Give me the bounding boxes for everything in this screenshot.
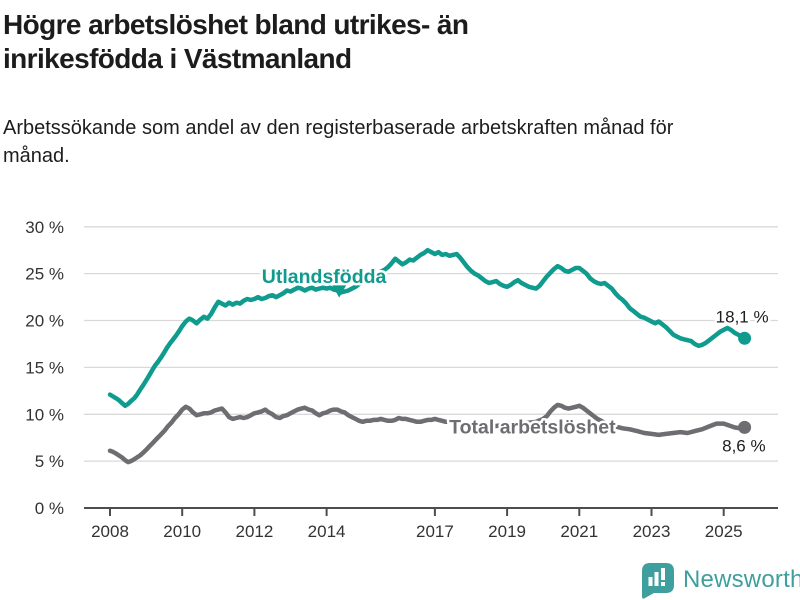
x-tick-label: 2008 [91, 522, 129, 541]
series-end-dot [738, 420, 752, 434]
series-end-dot [738, 331, 752, 345]
end-value-label: 8,6 % [722, 436, 765, 455]
chart-subtitle: Arbetssökande som andel av den registerb… [3, 117, 674, 167]
x-tick-label: 2010 [163, 522, 201, 541]
series-label: Total arbetslöshet [449, 416, 616, 438]
x-tick-label: 2023 [633, 522, 671, 541]
x-tick-label: 2025 [705, 522, 743, 541]
x-tick-label: 2021 [560, 522, 598, 541]
y-tick-label: 5 % [35, 452, 64, 471]
y-tick-label: 10 % [25, 405, 64, 424]
chart-title: Högre arbetslöshet bland utrikes- än inr… [3, 9, 469, 74]
y-tick-label: 20 % [25, 312, 64, 331]
series-line-total-arbetsl-shet [107, 402, 747, 465]
y-tick-label: 0 % [35, 499, 64, 518]
brand-footer: Newsworthy [638, 560, 800, 599]
y-tick-label: 25 % [25, 265, 64, 284]
x-tick-label: 2012 [235, 522, 273, 541]
y-tick-label: 30 % [25, 218, 64, 237]
end-value-label: 18,1 % [716, 307, 769, 326]
newsworthy-logo-icon [642, 563, 674, 599]
series-label: Utlandsfödda [262, 266, 387, 288]
x-tick-label: 2019 [488, 522, 526, 541]
series-line-utlandsf-dda [107, 247, 747, 409]
x-tick-label: 2017 [416, 522, 454, 541]
y-tick-label: 15 % [25, 358, 64, 377]
x-tick-label: 2014 [308, 522, 346, 541]
brand-name: Newsworthy [683, 566, 800, 593]
label-pointer-arrow-icon [332, 285, 347, 298]
